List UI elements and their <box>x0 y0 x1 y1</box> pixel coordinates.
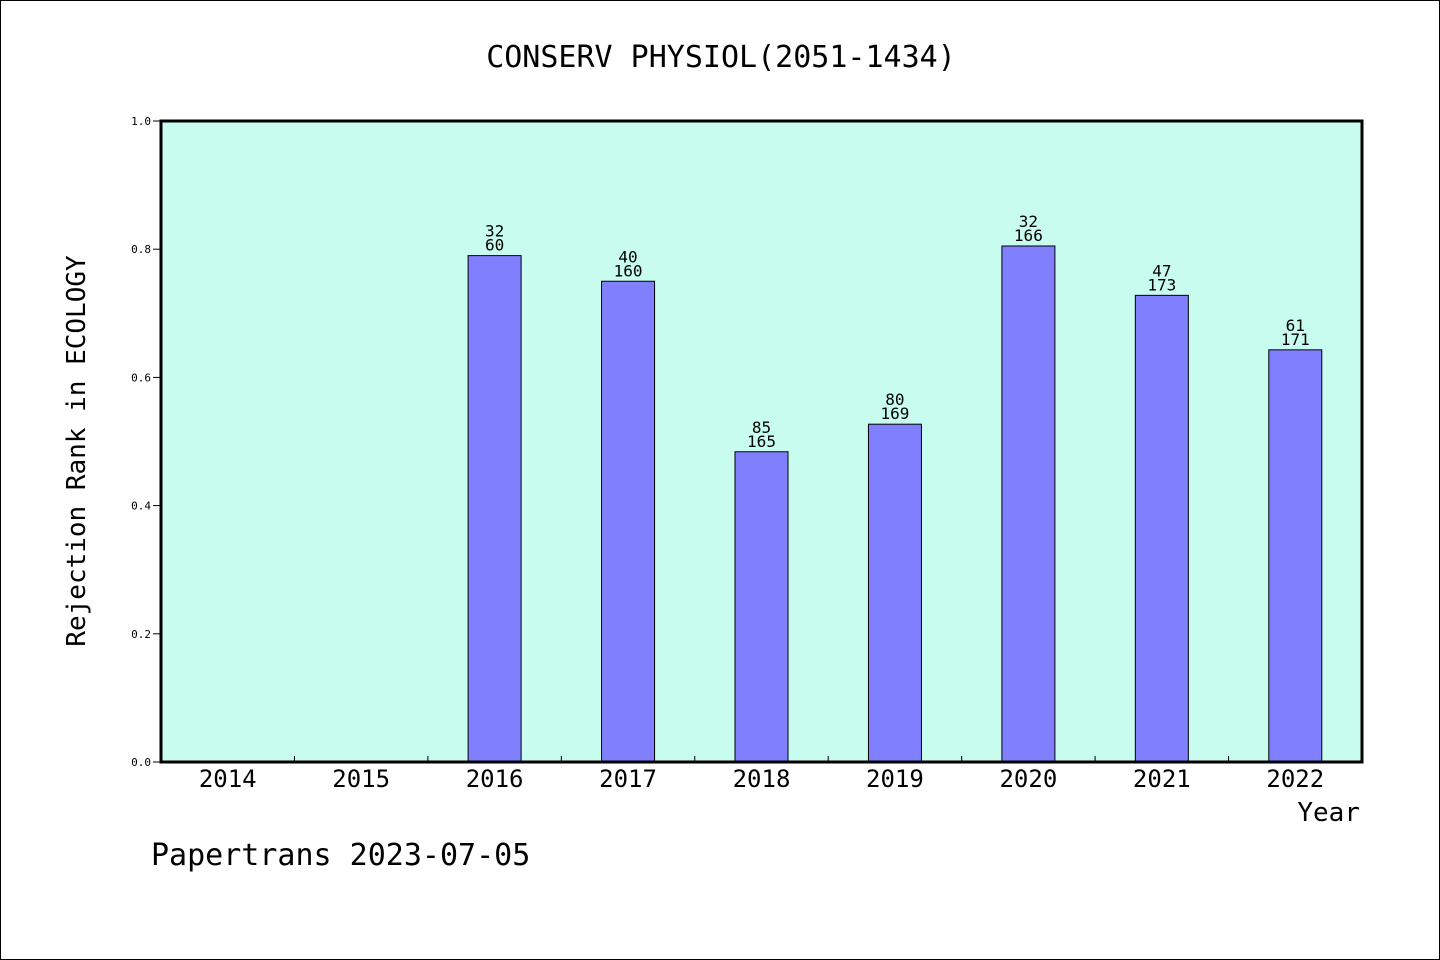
y-tick-label: 0.2 <box>131 628 151 641</box>
y-tick-label: 0.0 <box>131 756 151 769</box>
x-tick-label: 2022 <box>1266 765 1324 793</box>
bar-2021 <box>1134 294 1189 763</box>
bar-label-bottom: 60 <box>485 236 504 255</box>
y-tick-label: 1.0 <box>131 115 151 128</box>
x-tick-label: 2019 <box>866 765 924 793</box>
bar-2017 <box>601 280 656 763</box>
bar-label-top: 32 <box>485 222 504 241</box>
bar-2020 <box>1001 245 1056 763</box>
x-tick-label: 2020 <box>999 765 1057 793</box>
bar-label-top: 40 <box>618 247 637 266</box>
x-axis-title: Year <box>1297 798 1360 828</box>
bar-2018 <box>734 451 789 763</box>
y-tick-label: 0.8 <box>131 243 151 256</box>
x-tick-label: 2016 <box>466 765 524 793</box>
bar-2019 <box>867 423 922 763</box>
x-tick-label: 2018 <box>733 765 791 793</box>
x-tick-label: 2015 <box>332 765 390 793</box>
bar-label-bottom: 173 <box>1147 275 1176 294</box>
x-axis: 2014 2015 2016 2017 2018 2019 2020 2021 2022 <box>199 756 1324 793</box>
bar-label-top: 85 <box>752 418 771 437</box>
bar-label-top: 47 <box>1152 261 1171 280</box>
x-tick-label: 2014 <box>199 765 257 793</box>
bar-label-top: 80 <box>885 390 904 409</box>
bar-label-top: 32 <box>1019 212 1038 231</box>
bar-label-bottom: 166 <box>1014 226 1043 245</box>
bars-group <box>467 245 1323 763</box>
footer-text: Papertrans 2023-07-05 <box>151 838 530 873</box>
bar-label-bottom: 171 <box>1281 330 1310 349</box>
bar-2022 <box>1268 349 1323 763</box>
bar-2016 <box>467 255 522 763</box>
chart-title: CONSERV PHYSIOL(2051-1434) <box>486 40 956 75</box>
x-tick-label: 2017 <box>599 765 657 793</box>
bar-label-bottom: 169 <box>880 404 909 423</box>
bar-label-bottom: 165 <box>747 432 776 451</box>
y-tick-label: 0.6 <box>131 371 151 384</box>
plot-frame <box>159 119 1364 764</box>
bar-label-bottom: 160 <box>614 261 643 280</box>
x-tick-label: 2021 <box>1133 765 1191 793</box>
y-axis: 0.0 0.2 0.4 0.6 0.8 1.0 <box>131 115 161 769</box>
y-axis-title: Rejection Rank in ECOLOGY <box>62 255 92 647</box>
y-tick-label: 0.4 <box>131 500 151 513</box>
bar-label-top: 61 <box>1286 316 1305 335</box>
